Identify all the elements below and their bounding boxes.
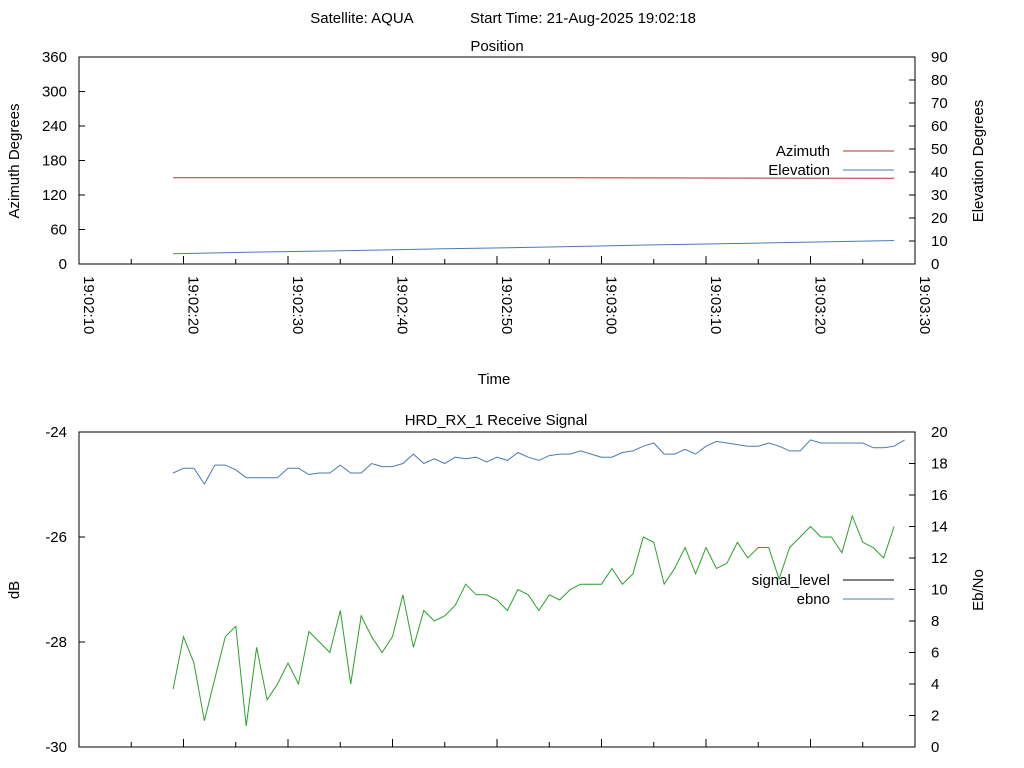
y2-tick-label: 0 (931, 256, 939, 273)
x-tick-label: 19:02:10 (80, 276, 97, 334)
y2-tick-label: 14 (931, 519, 948, 536)
position-chart: Position Azimuth Degrees Elevation Degre… (6, 38, 987, 388)
y-tick-label: 0 (59, 256, 67, 273)
legend-elevation-label: Elevation (768, 162, 830, 179)
y-tick-label: 300 (42, 84, 67, 101)
time-axis-label: Time (478, 371, 511, 388)
signal-level-line (172, 514, 895, 727)
legend-azimuth-label: Azimuth (776, 143, 830, 160)
y-tick-label: -26 (45, 529, 67, 546)
receive-signal-chart-title: HRD_RX_1 Receive Signal (405, 412, 588, 429)
y2-tick-label: 20 (931, 210, 948, 227)
elevation-axis-label: Elevation Degrees (970, 100, 987, 223)
db-axis-label: dB (6, 581, 23, 599)
y-tick-label: 360 (42, 49, 67, 66)
ebno-axis-label: Eb/No (970, 569, 987, 611)
y-tick-label: 180 (42, 153, 67, 170)
y2-tick-label: 10 (931, 233, 948, 250)
y-tick-label: -30 (45, 739, 67, 756)
y2-tick-label: 60 (931, 118, 948, 135)
y-tick-label: 240 (42, 118, 67, 135)
x-tick-label: 19:02:50 (498, 276, 515, 334)
x-tick-label: 19:02:20 (185, 276, 202, 334)
y2-tick-label: 70 (931, 95, 948, 112)
signal-plot-frame (78, 431, 916, 748)
azimuth-line (173, 177, 895, 179)
start-time-label: Start Time: 21-Aug-2025 19:02:18 (470, 10, 696, 27)
y2-tick-label: 18 (931, 456, 948, 473)
ebno-line (172, 439, 905, 485)
y2-tick-label: 2 (931, 708, 939, 725)
x-tick-label: 19:02:40 (394, 276, 411, 334)
y2-tick-label: 8 (931, 613, 939, 630)
y2-tick-label: 40 (931, 164, 948, 181)
position-chart-title: Position (470, 38, 523, 55)
x-tick-label: 19:03:10 (707, 276, 724, 334)
y2-tick-label: 16 (931, 487, 948, 504)
legend-signal-level-label: signal_level (752, 572, 830, 589)
y2-tick-label: 0 (931, 739, 939, 756)
y2-tick-label: 10 (931, 582, 948, 599)
y-tick-label: -28 (45, 634, 67, 651)
y-tick-label: 120 (42, 187, 67, 204)
y2-tick-label: 12 (931, 550, 948, 567)
y2-tick-label: 30 (931, 187, 948, 204)
satellite-label: Satellite: AQUA (310, 10, 413, 27)
y2-tick-label: 20 (931, 424, 948, 441)
y-tick-label: 60 (50, 222, 67, 239)
x-tick-label: 19:03:30 (916, 276, 933, 334)
receive-signal-chart: HRD_RX_1 Receive Signal dB Eb/No -30 -28 -… (6, 412, 987, 756)
y2-tick-label: 50 (931, 141, 948, 158)
x-tick-label: 19:03:00 (603, 276, 620, 334)
y-tick-label: -24 (45, 424, 67, 441)
x-tick-label: 19:03:20 (812, 276, 829, 334)
position-plot-frame (78, 56, 916, 265)
y2-tick-label: 90 (931, 49, 948, 66)
y2-tick-label: 4 (931, 676, 939, 693)
x-tick-label: 19:02:30 (289, 276, 306, 334)
legend-ebno-label: ebno (797, 591, 830, 608)
azimuth-axis-label: Azimuth Degrees (6, 103, 23, 218)
y2-tick-label: 80 (931, 72, 948, 89)
elevation-line (173, 240, 895, 255)
y2-tick-label: 6 (931, 645, 939, 662)
